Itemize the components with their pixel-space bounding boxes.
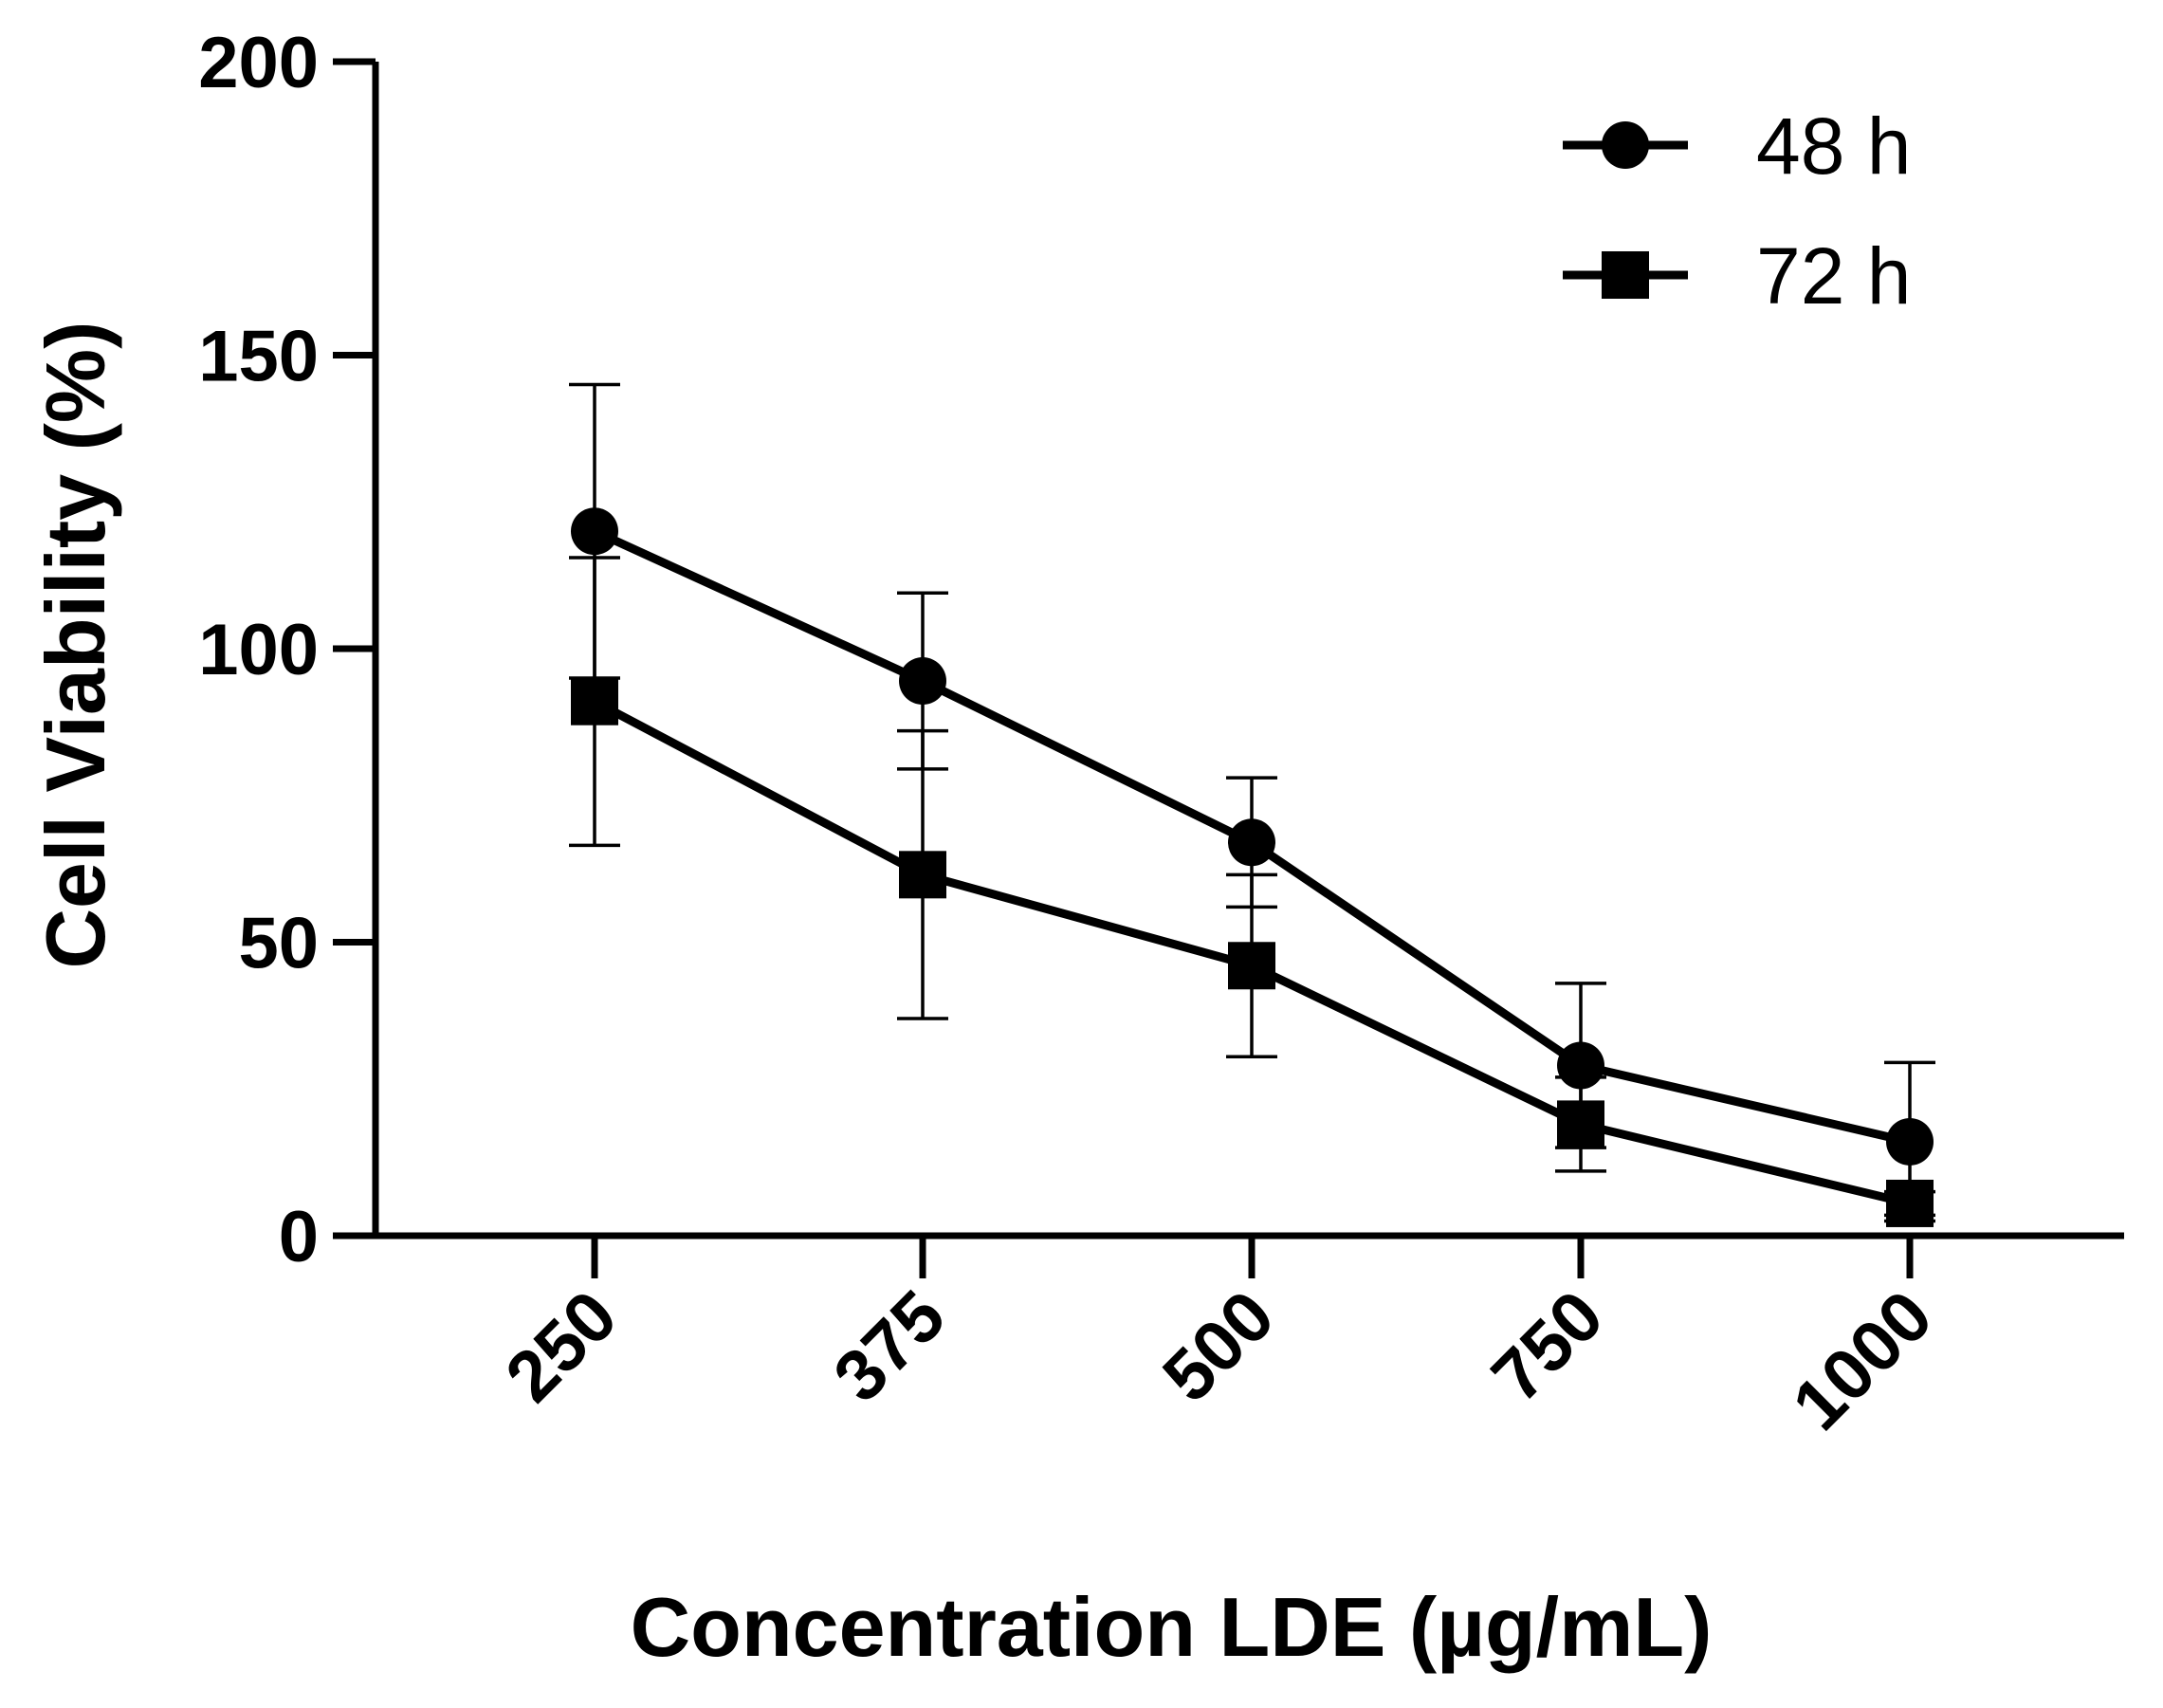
series-layer bbox=[569, 382, 1935, 1227]
legend: 48 h 72 h bbox=[1563, 101, 1912, 321]
data-point-circle bbox=[1886, 1117, 1934, 1166]
data-point-circle bbox=[571, 507, 618, 556]
legend-label: 72 h bbox=[1756, 231, 1912, 321]
legend-marker-square bbox=[1602, 251, 1649, 299]
data-point-circle bbox=[1228, 818, 1275, 867]
data-point-square bbox=[1886, 1179, 1934, 1227]
data-point-square bbox=[1557, 1100, 1604, 1148]
y-tick-label: 50 bbox=[238, 904, 319, 984]
y-tick-label: 0 bbox=[279, 1197, 319, 1277]
legend-item-48-h: 48 h bbox=[1563, 101, 1912, 191]
legend-label: 48 h bbox=[1756, 101, 1912, 191]
data-point-square bbox=[899, 851, 946, 899]
legend-marker-circle bbox=[1602, 121, 1649, 169]
x-tick-label: 375 bbox=[818, 1276, 961, 1418]
x-tick-label: 500 bbox=[1147, 1276, 1290, 1418]
data-point-square bbox=[571, 677, 618, 725]
y-tick-label: 100 bbox=[198, 610, 319, 690]
y-axis-title: Cell Viability (%) bbox=[28, 321, 122, 969]
x-axis-title: Concentration LDE (µg/mL) bbox=[631, 1580, 1713, 1674]
x-tick-label: 750 bbox=[1476, 1276, 1619, 1418]
x-tick-label: 1000 bbox=[1777, 1276, 1948, 1446]
data-point-circle bbox=[899, 657, 946, 706]
x-tick-label: 250 bbox=[490, 1276, 632, 1418]
data-point-square bbox=[1228, 942, 1275, 990]
y-tick-label: 150 bbox=[198, 317, 319, 397]
legend-item-72-h: 72 h bbox=[1563, 231, 1912, 321]
y-tick-label: 200 bbox=[198, 23, 319, 103]
series-48-h bbox=[569, 382, 1935, 1223]
series-72-h bbox=[569, 556, 1935, 1227]
